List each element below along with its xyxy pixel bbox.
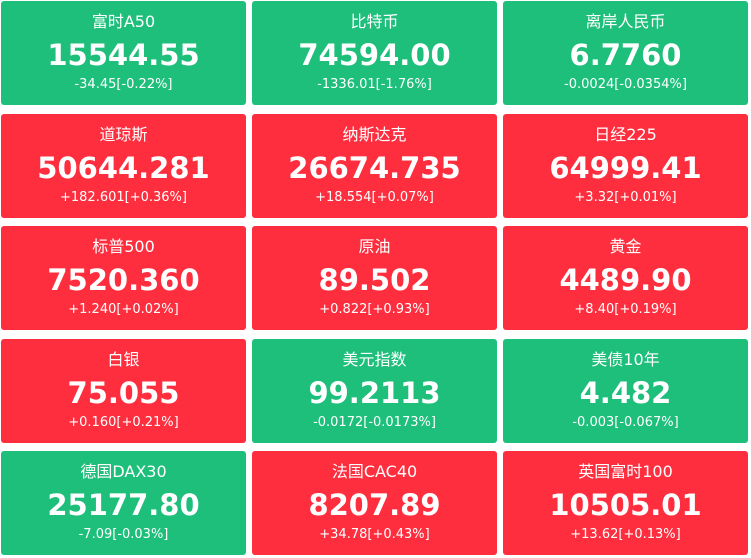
quote-name: 黄金: [609, 237, 642, 256]
quote-price: 8207.89: [308, 488, 441, 522]
quote-change: -0.0172[-0.0173%]: [313, 415, 436, 430]
quote-price: 74594.00: [298, 38, 451, 72]
quote-tile[interactable]: 法国CAC40 8207.89 +34.78[+0.43%]: [252, 451, 497, 555]
quote-change: +13.62[+0.13%]: [570, 527, 681, 542]
quote-name: 英国富时100: [578, 462, 673, 481]
quote-name: 比特币: [350, 12, 399, 31]
quote-name: 原油: [358, 237, 391, 256]
quote-change: +1.240[+0.02%]: [68, 302, 179, 317]
quote-name: 法国CAC40: [331, 462, 418, 481]
quote-tile[interactable]: 富时A50 15544.55 -34.45[-0.22%]: [1, 1, 246, 105]
quote-price: 50644.281: [37, 151, 210, 185]
quote-name: 道琼斯: [99, 125, 148, 144]
quote-price: 75.055: [67, 376, 180, 410]
quote-tile[interactable]: 道琼斯 50644.281 +182.601[+0.36%]: [1, 114, 246, 218]
quote-name: 美债10年: [591, 350, 660, 369]
quote-tile[interactable]: 纳斯达克 26674.735 +18.554[+0.07%]: [252, 114, 497, 218]
quote-price: 15544.55: [47, 38, 200, 72]
quote-tile[interactable]: 美元指数 99.2113 -0.0172[-0.0173%]: [252, 339, 497, 443]
quote-name: 德国DAX30: [80, 462, 167, 481]
quote-tile[interactable]: 日经225 64999.41 +3.32[+0.01%]: [503, 114, 748, 218]
quote-name: 日经225: [594, 125, 657, 144]
quote-price: 10505.01: [549, 488, 702, 522]
quote-change: -7.09[-0.03%]: [78, 527, 169, 542]
quote-name: 白银: [107, 350, 140, 369]
quote-name: 离岸人民币: [585, 12, 666, 31]
quote-name: 美元指数: [342, 350, 407, 369]
quote-tile[interactable]: 美债10年 4.482 -0.003[-0.067%]: [503, 339, 748, 443]
quote-price: 25177.80: [47, 488, 200, 522]
quote-change: +18.554[+0.07%]: [315, 190, 434, 205]
quote-tile[interactable]: 原油 89.502 +0.822[+0.93%]: [252, 226, 497, 330]
quote-change: -0.003[-0.067%]: [572, 415, 679, 430]
quote-change: +0.160[+0.21%]: [68, 415, 179, 430]
quote-tile[interactable]: 比特币 74594.00 -1336.01[-1.76%]: [252, 1, 497, 105]
quote-change: -1336.01[-1.76%]: [317, 77, 432, 92]
quote-price: 99.2113: [308, 376, 441, 410]
quote-price: 26674.735: [288, 151, 461, 185]
quote-tile[interactable]: 黄金 4489.90 +8.40[+0.19%]: [503, 226, 748, 330]
quote-tile[interactable]: 德国DAX30 25177.80 -7.09[-0.03%]: [1, 451, 246, 555]
quote-name: 纳斯达克: [342, 125, 407, 144]
quote-price: 89.502: [318, 263, 431, 297]
quote-change: -34.45[-0.22%]: [74, 77, 173, 92]
quote-price: 4.482: [579, 376, 672, 410]
quote-change: +34.78[+0.43%]: [319, 527, 430, 542]
quote-name: 富时A50: [91, 12, 156, 31]
quote-tile[interactable]: 白银 75.055 +0.160[+0.21%]: [1, 339, 246, 443]
quote-price: 7520.360: [47, 263, 200, 297]
quote-change: -0.0024[-0.0354%]: [564, 77, 687, 92]
quote-price: 64999.41: [549, 151, 702, 185]
quote-change: +0.822[+0.93%]: [319, 302, 430, 317]
quote-change: +182.601[+0.36%]: [60, 190, 187, 205]
quote-tile[interactable]: 英国富时100 10505.01 +13.62[+0.13%]: [503, 451, 748, 555]
quote-change: +8.40[+0.19%]: [574, 302, 677, 317]
quote-tile[interactable]: 离岸人民币 6.7760 -0.0024[-0.0354%]: [503, 1, 748, 105]
quote-change: +3.32[+0.01%]: [574, 190, 677, 205]
quote-name: 标普500: [92, 237, 155, 256]
quote-tile[interactable]: 标普500 7520.360 +1.240[+0.02%]: [1, 226, 246, 330]
quote-price: 6.7760: [569, 38, 682, 72]
quote-price: 4489.90: [559, 263, 692, 297]
